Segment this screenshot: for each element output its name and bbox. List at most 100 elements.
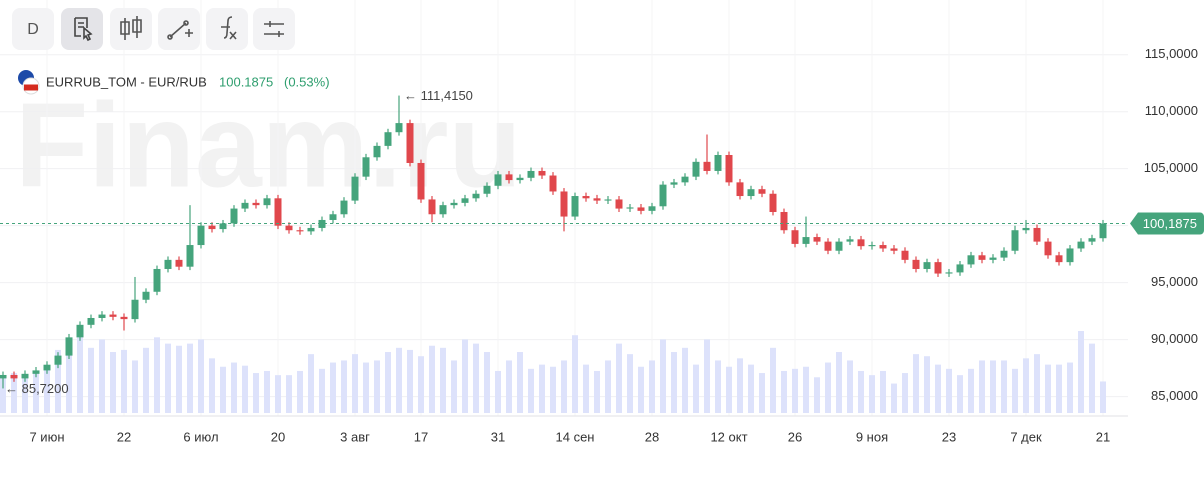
volume-bar [671, 352, 677, 413]
volume-bar [319, 368, 325, 413]
candle-body [285, 225, 293, 231]
candle-body [54, 355, 62, 365]
volume-bar [1034, 354, 1040, 413]
volume-bar [858, 370, 864, 413]
volume-bar [1045, 364, 1051, 413]
candle-body [868, 245, 876, 247]
volume-bar [11, 373, 17, 413]
volume-bar [209, 358, 215, 413]
volume-bar [715, 360, 721, 413]
volume-bar [308, 354, 314, 413]
candle-body [901, 250, 909, 260]
candle-body [65, 337, 73, 356]
x-tick-label: 21 [1096, 429, 1110, 444]
candle-body [527, 170, 535, 178]
plot [0, 0, 1128, 417]
candle-body [1011, 230, 1019, 251]
cursor-button[interactable] [61, 8, 103, 50]
volume-bar [792, 368, 798, 413]
candle-body [131, 299, 139, 320]
volume-bar [517, 352, 523, 413]
candle-body [186, 245, 194, 267]
volume-bar [528, 368, 534, 413]
volume-bar [990, 360, 996, 413]
candle-body [373, 145, 381, 158]
x-tick-label: 7 дек [1010, 429, 1042, 444]
candle-body [153, 268, 161, 292]
x-tick-label: 23 [942, 429, 956, 444]
volume-bar [968, 368, 974, 413]
candle-body [692, 161, 700, 177]
candle-body [560, 191, 568, 217]
volume-bar [759, 373, 765, 413]
volume-bar [1078, 331, 1084, 413]
candle-body [1000, 250, 1008, 258]
candle-body [758, 189, 766, 194]
interval-button[interactable] [12, 8, 54, 50]
last-price-tag [1130, 212, 1204, 235]
volume-bar [561, 360, 567, 413]
x-tick-label: 12 окт [710, 429, 747, 444]
candle-body [615, 199, 623, 209]
candle-body [1077, 241, 1085, 249]
candle-body [208, 225, 216, 230]
candle-body [967, 255, 975, 265]
x-tick-label: 7 июн [29, 429, 64, 444]
candle-body [395, 123, 403, 133]
volume-bar [594, 370, 600, 413]
volume-bar [1012, 368, 1018, 413]
volume-bar [484, 352, 490, 413]
volume-bar [880, 370, 886, 413]
candle-body [736, 182, 744, 197]
candle-body [516, 177, 524, 181]
candle-body [219, 223, 227, 230]
candle-body [879, 245, 887, 249]
volume-bar [143, 347, 149, 413]
volume-bar [0, 376, 6, 413]
volume-bar [935, 364, 941, 413]
candles-icon [120, 16, 142, 40]
legend: EURRUB_TOM - EUR/RUB 100.1875 (0.53%) [18, 70, 330, 95]
volume-bar [44, 365, 50, 413]
x-tick-label: 9 ноя [856, 429, 888, 444]
candle-body [1099, 223, 1107, 239]
volume-bar [704, 339, 710, 413]
volume-bar [330, 362, 336, 413]
candle-body [109, 314, 117, 317]
x-tick-label: 17 [414, 429, 428, 444]
volume-bar [77, 337, 83, 413]
candle-body [384, 132, 392, 146]
candle-body [769, 193, 777, 212]
volume-bar [88, 347, 94, 413]
candle-body [10, 374, 18, 379]
volume-bar [1001, 360, 1007, 413]
candle-body [824, 241, 832, 251]
candles-button[interactable] [110, 8, 152, 50]
candle-body [340, 200, 348, 215]
candle-body [978, 255, 986, 260]
candle-body [1055, 255, 1063, 263]
volume-bar [473, 343, 479, 413]
candle-body [450, 202, 458, 206]
candle-body [494, 174, 502, 186]
volume-bar [220, 366, 226, 413]
candle-body [802, 237, 810, 244]
candle-body [1066, 248, 1074, 263]
y-tick-label: 105,0000 [1144, 160, 1198, 175]
candle-body [1044, 241, 1052, 256]
indicator-icon [221, 16, 237, 40]
volume-bar [154, 337, 160, 413]
volume-bar [572, 335, 578, 413]
draw-icon [167, 20, 193, 40]
volume-bar [99, 339, 105, 413]
volume-bar [55, 349, 61, 413]
volume-bar [682, 347, 688, 413]
volume-bar [396, 347, 402, 413]
candle-body [703, 161, 711, 171]
candle-body [681, 176, 689, 183]
candle-body [0, 374, 7, 379]
candle-body [461, 198, 469, 203]
settings-button[interactable] [253, 8, 295, 50]
volume-bar [440, 347, 446, 413]
